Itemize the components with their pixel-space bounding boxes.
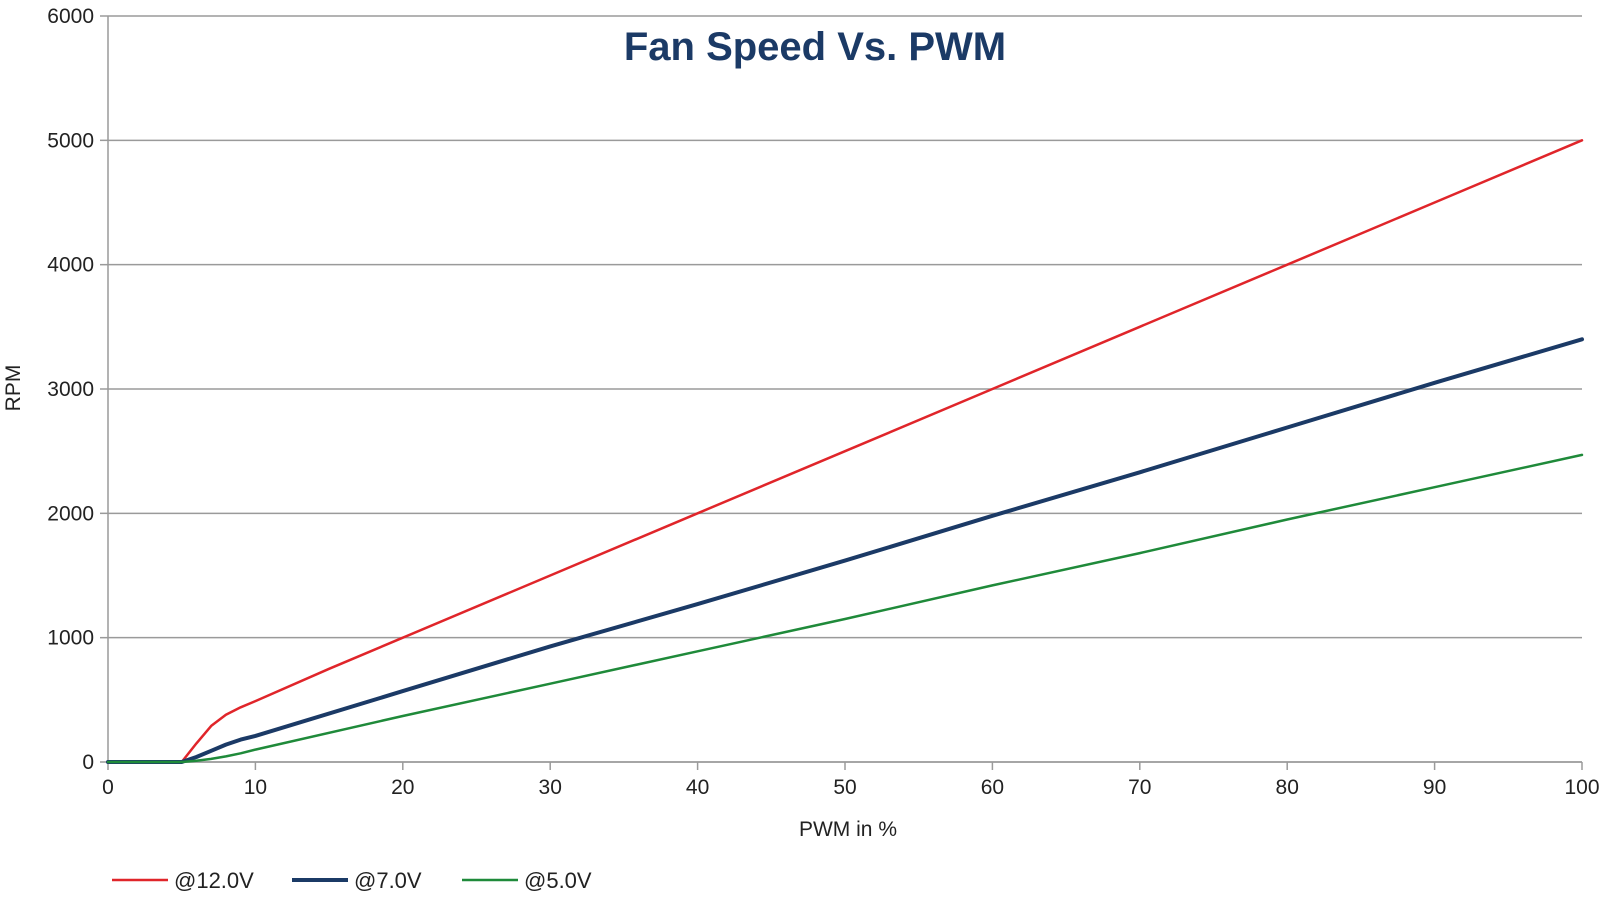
data-point [990,514,994,518]
axes: 0 1000 2000 3000 4000 5000 6000 0 10 20 30 40 50 60 70… [47,5,1599,799]
data-point [239,738,243,742]
data-point [150,760,154,764]
data-point [1580,337,1584,341]
data-point [1285,426,1289,430]
x-axis-label: PWM in % [799,818,897,841]
x-tick-label: 0 [102,776,114,799]
data-point [1433,381,1437,385]
x-tick-label: 20 [391,776,414,799]
data-point [253,699,257,703]
data-point [209,724,213,728]
data-point [548,682,552,686]
x-tick-label: 100 [1564,776,1599,799]
data-point [1138,325,1142,329]
data-point [696,602,700,606]
data-point [224,713,228,717]
data-point [696,649,700,653]
data-point [1580,138,1584,142]
x-tick-label: 90 [1423,776,1446,799]
data-point [990,583,994,587]
data-point [1580,453,1584,457]
data-point [843,449,847,453]
data-point [209,757,213,761]
legend-label: @5.0V [524,868,592,893]
legend: @12.0V @7.0V @5.0V [112,868,592,893]
y-tick-label: 2000 [47,502,94,525]
data-point [696,511,700,515]
y-axis-label: RPM [2,365,25,412]
x-tick-label: 40 [686,776,709,799]
x-tick-label: 60 [981,776,1004,799]
data-point [1285,518,1289,522]
y-tick-label: 0 [82,751,94,774]
legend-label: @7.0V [354,868,422,893]
y-tick-label: 6000 [47,5,94,28]
data-point [239,705,243,709]
series-line [106,453,1584,764]
data-point [253,748,257,752]
data-point [1433,485,1437,489]
data-point [194,741,198,745]
x-tick-label: 80 [1276,776,1299,799]
series-12-0v [106,138,1584,764]
x-tick-label: 10 [244,776,267,799]
x-tick-label: 30 [539,776,562,799]
data-point [843,559,847,563]
data-point [239,751,243,755]
data-point [401,714,405,718]
data-point [990,387,994,391]
y-tick-label: 3000 [47,378,94,401]
data-point [1138,551,1142,555]
series-line [106,337,1584,764]
series-7-0v [106,337,1584,764]
legend-label: @12.0V [174,868,254,893]
data-point [401,689,405,693]
data-point [106,760,110,764]
data-point [843,617,847,621]
y-tick-label: 4000 [47,254,94,277]
data-point [253,734,257,738]
series-layer [106,138,1584,764]
x-tick-label: 50 [833,776,856,799]
data-point [224,743,228,747]
data-point [194,755,198,759]
y-tick-label: 1000 [47,627,94,650]
x-tick-label: 70 [1128,776,1151,799]
data-point [1285,263,1289,267]
data-point [548,574,552,578]
data-point [180,760,184,764]
data-point [224,754,228,758]
data-point [1433,201,1437,205]
data-point [401,636,405,640]
data-point [327,667,331,671]
gridlines [108,15,1582,763]
chart-title: Fan Speed Vs. PWM [624,25,1006,69]
data-point [548,644,552,648]
data-point [194,759,198,763]
y-tick-label: 5000 [47,129,94,152]
data-point [209,749,213,753]
data-point [1138,470,1142,474]
series-line [106,139,1584,764]
series-5-0v [106,453,1584,764]
